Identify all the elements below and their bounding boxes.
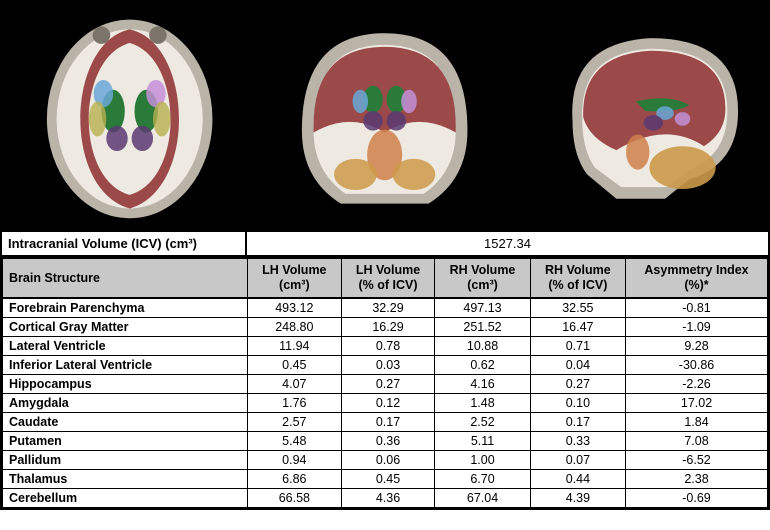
cell-value: 32.29 [341, 298, 435, 318]
cell-structure: Inferior Lateral Ventricle [3, 356, 248, 375]
cell-structure: Caudate [3, 413, 248, 432]
cell-value: 251.52 [435, 318, 530, 337]
cell-value: 0.62 [435, 356, 530, 375]
col-structure: Brain Structure [3, 258, 248, 298]
icv-row: Intracranial Volume (ICV) (cm³) 1527.34 [2, 230, 768, 257]
cell-value: 0.12 [341, 394, 435, 413]
cell-value: 0.78 [341, 337, 435, 356]
table-row: Thalamus6.860.456.700.442.38 [3, 470, 768, 489]
cell-value: 0.10 [530, 394, 625, 413]
cell-value: 6.70 [435, 470, 530, 489]
cell-value: 16.47 [530, 318, 625, 337]
cell-value: 0.27 [530, 375, 625, 394]
cell-value: 5.48 [248, 432, 342, 451]
table-row: Inferior Lateral Ventricle0.450.030.620.… [3, 356, 768, 375]
cell-value: 11.94 [248, 337, 342, 356]
col-rh-pct: RH Volume(% of ICV) [530, 258, 625, 298]
cell-structure: Cerebellum [3, 489, 248, 508]
brain-sagittal-panel [513, 2, 768, 230]
cell-value: 4.16 [435, 375, 530, 394]
icv-value: 1527.34 [247, 232, 768, 255]
cell-value: 66.58 [248, 489, 342, 508]
cell-structure: Pallidum [3, 451, 248, 470]
cell-value: 2.57 [248, 413, 342, 432]
cell-value: 1.76 [248, 394, 342, 413]
cell-structure: Hippocampus [3, 375, 248, 394]
col-lh-pct: LH Volume(% of ICV) [341, 258, 435, 298]
cell-value: 493.12 [248, 298, 342, 318]
brain-axial-icon [4, 4, 255, 228]
brain-coronal-icon [259, 4, 510, 228]
brain-image-row [2, 2, 768, 230]
col-asym: Asymmetry Index(%)* [626, 258, 768, 298]
cell-value: 6.86 [248, 470, 342, 489]
col-rh-vol: RH Volume(cm³) [435, 258, 530, 298]
cell-value: 32.55 [530, 298, 625, 318]
table-row: Cortical Gray Matter248.8016.29251.5216.… [3, 318, 768, 337]
cell-value: 0.45 [248, 356, 342, 375]
report-container: Intracranial Volume (ICV) (cm³) 1527.34 … [0, 0, 770, 510]
cell-value: 4.07 [248, 375, 342, 394]
cell-value: 17.02 [626, 394, 768, 413]
cell-value: -30.86 [626, 356, 768, 375]
cell-value: 0.17 [341, 413, 435, 432]
cell-value: 0.33 [530, 432, 625, 451]
cell-structure: Lateral Ventricle [3, 337, 248, 356]
table-row: Pallidum0.940.061.000.07-6.52 [3, 451, 768, 470]
cell-value: 1.48 [435, 394, 530, 413]
cell-value: 7.08 [626, 432, 768, 451]
cell-value: 9.28 [626, 337, 768, 356]
structures-table: Brain Structure LH Volume(cm³) LH Volume… [2, 257, 768, 508]
col-lh-vol: LH Volume(cm³) [248, 258, 342, 298]
cell-value: 5.11 [435, 432, 530, 451]
table-row: Cerebellum66.584.3667.044.39-0.69 [3, 489, 768, 508]
cell-value: 0.94 [248, 451, 342, 470]
cell-value: 0.27 [341, 375, 435, 394]
cell-structure: Cortical Gray Matter [3, 318, 248, 337]
cell-value: 2.38 [626, 470, 768, 489]
cell-value: 0.07 [530, 451, 625, 470]
cell-value: -2.26 [626, 375, 768, 394]
cell-structure: Amygdala [3, 394, 248, 413]
table-row: Hippocampus4.070.274.160.27-2.26 [3, 375, 768, 394]
brain-coronal-panel [257, 2, 512, 230]
cell-value: 0.71 [530, 337, 625, 356]
table-row: Forebrain Parenchyma493.1232.29497.1332.… [3, 298, 768, 318]
table-row: Putamen5.480.365.110.337.08 [3, 432, 768, 451]
cell-value: 10.88 [435, 337, 530, 356]
cell-value: 0.03 [341, 356, 435, 375]
brain-sagittal-icon [515, 4, 766, 228]
brain-axial-panel [2, 2, 257, 230]
table-row: Lateral Ventricle11.940.7810.880.719.28 [3, 337, 768, 356]
cell-value: 497.13 [435, 298, 530, 318]
cell-value: 0.45 [341, 470, 435, 489]
cell-value: 0.44 [530, 470, 625, 489]
cell-value: 67.04 [435, 489, 530, 508]
cell-value: 0.06 [341, 451, 435, 470]
table-row: Amygdala1.760.121.480.1017.02 [3, 394, 768, 413]
cell-value: 4.36 [341, 489, 435, 508]
cell-value: 0.17 [530, 413, 625, 432]
cell-value: 248.80 [248, 318, 342, 337]
cell-value: 16.29 [341, 318, 435, 337]
cell-value: 4.39 [530, 489, 625, 508]
cell-value: 2.52 [435, 413, 530, 432]
cell-value: -0.69 [626, 489, 768, 508]
cell-value: -0.81 [626, 298, 768, 318]
cell-value: 0.04 [530, 356, 625, 375]
cell-structure: Thalamus [3, 470, 248, 489]
cell-value: 0.36 [341, 432, 435, 451]
table-row: Caudate2.570.172.520.171.84 [3, 413, 768, 432]
cell-structure: Forebrain Parenchyma [3, 298, 248, 318]
cell-value: -1.09 [626, 318, 768, 337]
table-header-row: Brain Structure LH Volume(cm³) LH Volume… [3, 258, 768, 298]
cell-value: -6.52 [626, 451, 768, 470]
icv-label: Intracranial Volume (ICV) (cm³) [2, 232, 247, 255]
cell-value: 1.84 [626, 413, 768, 432]
cell-value: 1.00 [435, 451, 530, 470]
cell-structure: Putamen [3, 432, 248, 451]
